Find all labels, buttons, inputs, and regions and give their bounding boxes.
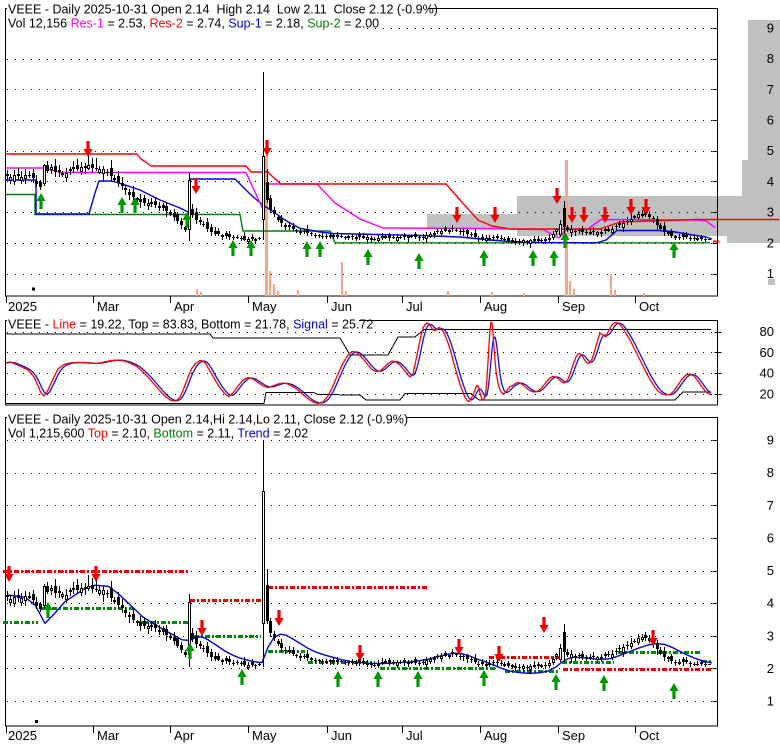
svg-text:Oct: Oct [639, 299, 660, 314]
svg-text:3: 3 [767, 628, 774, 643]
svg-text:7: 7 [767, 82, 774, 97]
svg-text:2025: 2025 [8, 728, 37, 743]
svg-text:Vol 1,215,600 Top = 2.10, Bott: Vol 1,215,600 Top = 2.10, Bottom = 2.11,… [8, 427, 308, 441]
svg-text:Apr: Apr [174, 728, 195, 743]
svg-text:7: 7 [767, 498, 774, 513]
svg-text:80: 80 [760, 324, 774, 339]
svg-text:2: 2 [767, 661, 774, 676]
svg-text:Apr: Apr [174, 299, 195, 314]
svg-text:6: 6 [767, 530, 774, 545]
svg-text:Oct: Oct [639, 728, 660, 743]
svg-text:1: 1 [767, 266, 774, 281]
svg-text:6: 6 [767, 113, 774, 128]
svg-text:4: 4 [767, 596, 774, 611]
svg-text:VEEE - Line = 19.22, Top = 83.: VEEE - Line = 19.22, Top = 83.83, Bottom… [8, 318, 373, 332]
svg-text:Vol 12,156 Res-1 = 2.53, Res-2: Vol 12,156 Res-1 = 2.53, Res-2 = 2.74, S… [8, 17, 379, 31]
svg-text:60: 60 [760, 345, 774, 360]
svg-text:Sep: Sep [562, 299, 585, 314]
svg-text:20: 20 [760, 386, 774, 401]
svg-text:Aug: Aug [484, 299, 507, 314]
svg-text:Aug: Aug [484, 728, 507, 743]
svg-text:3: 3 [767, 205, 774, 220]
svg-text:8: 8 [767, 51, 774, 66]
svg-text:Mar: Mar [97, 299, 120, 314]
svg-text:4: 4 [767, 174, 774, 189]
svg-text:5: 5 [767, 563, 774, 578]
svg-text:Mar: Mar [97, 728, 120, 743]
svg-text:2025: 2025 [8, 299, 37, 314]
svg-text:May: May [252, 728, 277, 743]
svg-text:1: 1 [767, 694, 774, 709]
svg-text:8: 8 [767, 465, 774, 480]
svg-text:40: 40 [760, 366, 774, 381]
svg-text:9: 9 [767, 432, 774, 447]
svg-text:Jul: Jul [406, 728, 423, 743]
svg-text:5: 5 [767, 143, 774, 158]
svg-text:VEEE - Daily 2025-10-31 Open 2: VEEE - Daily 2025-10-31 Open 2.14,Hi 2.1… [8, 413, 408, 427]
svg-text:Sep: Sep [562, 728, 585, 743]
svg-text:Jul: Jul [406, 299, 423, 314]
svg-text:VEEE - Daily 2025-10-31 Open 2: VEEE - Daily 2025-10-31 Open 2.14 High 2… [8, 3, 438, 17]
svg-text:Jun: Jun [331, 299, 352, 314]
svg-text:Jun: Jun [331, 728, 352, 743]
svg-text:May: May [252, 299, 277, 314]
svg-text:9: 9 [767, 20, 774, 35]
svg-text:2: 2 [767, 235, 774, 250]
